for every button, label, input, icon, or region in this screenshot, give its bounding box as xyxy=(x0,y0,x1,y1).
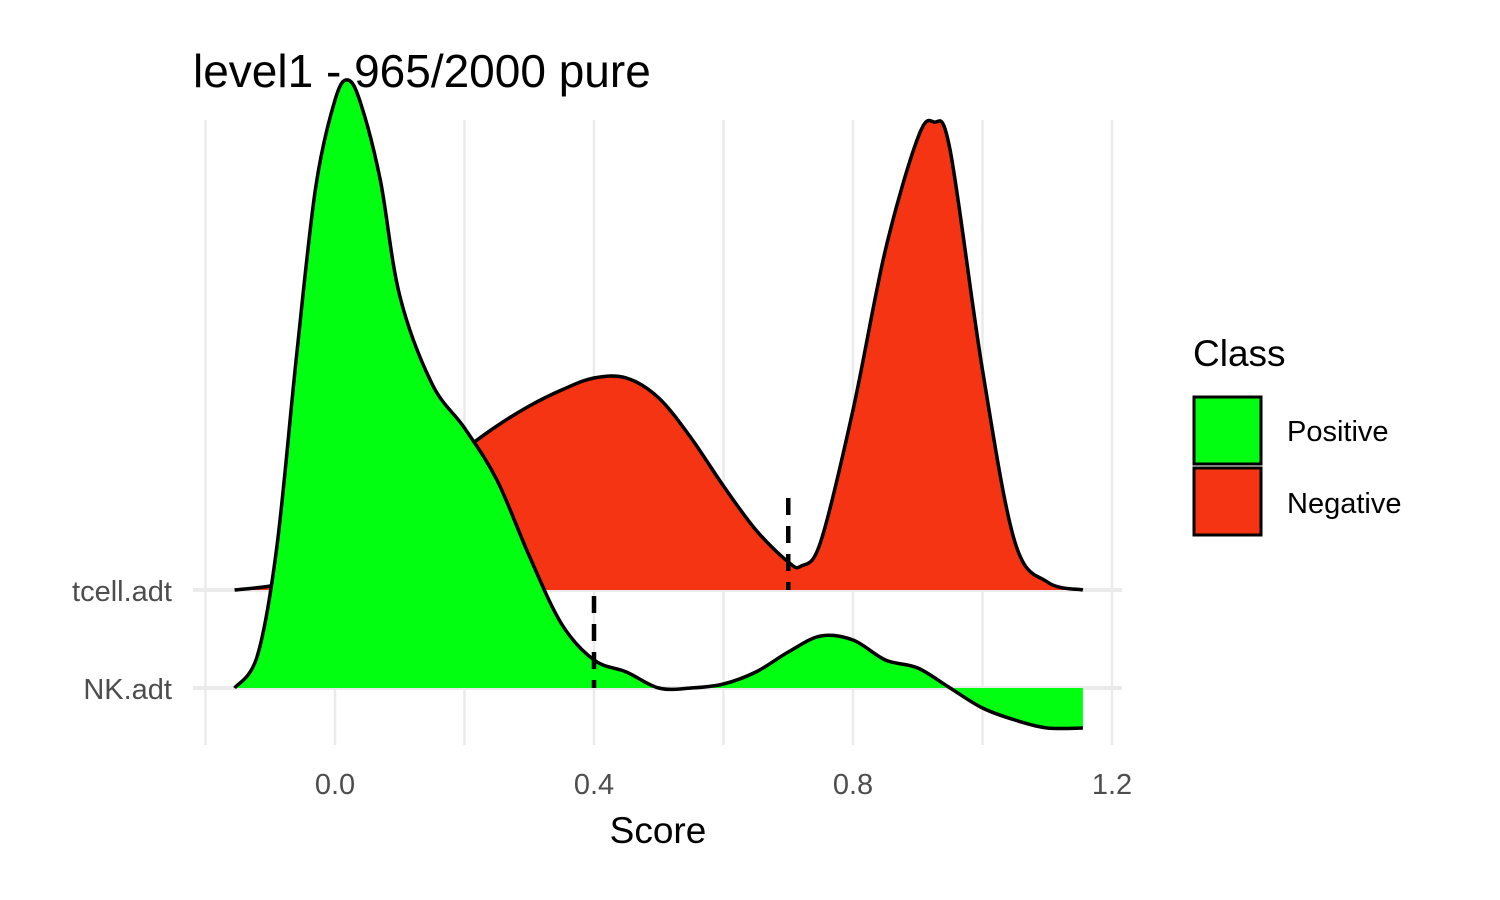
y-tick-label: tcell.adt xyxy=(72,576,172,608)
y-tick-label: NK.adt xyxy=(83,674,172,706)
legend-label-negative: Negative xyxy=(1287,488,1401,520)
legend: Class Positive Negative xyxy=(1192,333,1401,537)
ridge-fill-NK-adt xyxy=(234,79,1083,729)
chart-title: level1 - 965/2000 pure xyxy=(193,45,651,97)
x-axis-title: Score xyxy=(610,810,707,851)
x-tick-label: 0.4 xyxy=(574,769,614,801)
y-tick-labels: tcell.adt NK.adt xyxy=(72,576,172,706)
legend-title: Class xyxy=(1193,333,1286,374)
x-tick-label: 0.8 xyxy=(833,769,873,801)
legend-swatch-negative xyxy=(1192,466,1263,537)
ridges xyxy=(233,78,1084,731)
ridge-outline-NK-adt xyxy=(233,78,1083,731)
legend-swatch-positive xyxy=(1192,395,1263,466)
threshold-lines xyxy=(591,498,791,688)
x-tick-label: 0.0 xyxy=(315,769,355,801)
legend-label-positive: Positive xyxy=(1287,416,1389,448)
x-tick-label: 1.2 xyxy=(1092,769,1132,801)
x-tick-labels: 0.0 0.4 0.8 1.2 xyxy=(315,769,1132,801)
